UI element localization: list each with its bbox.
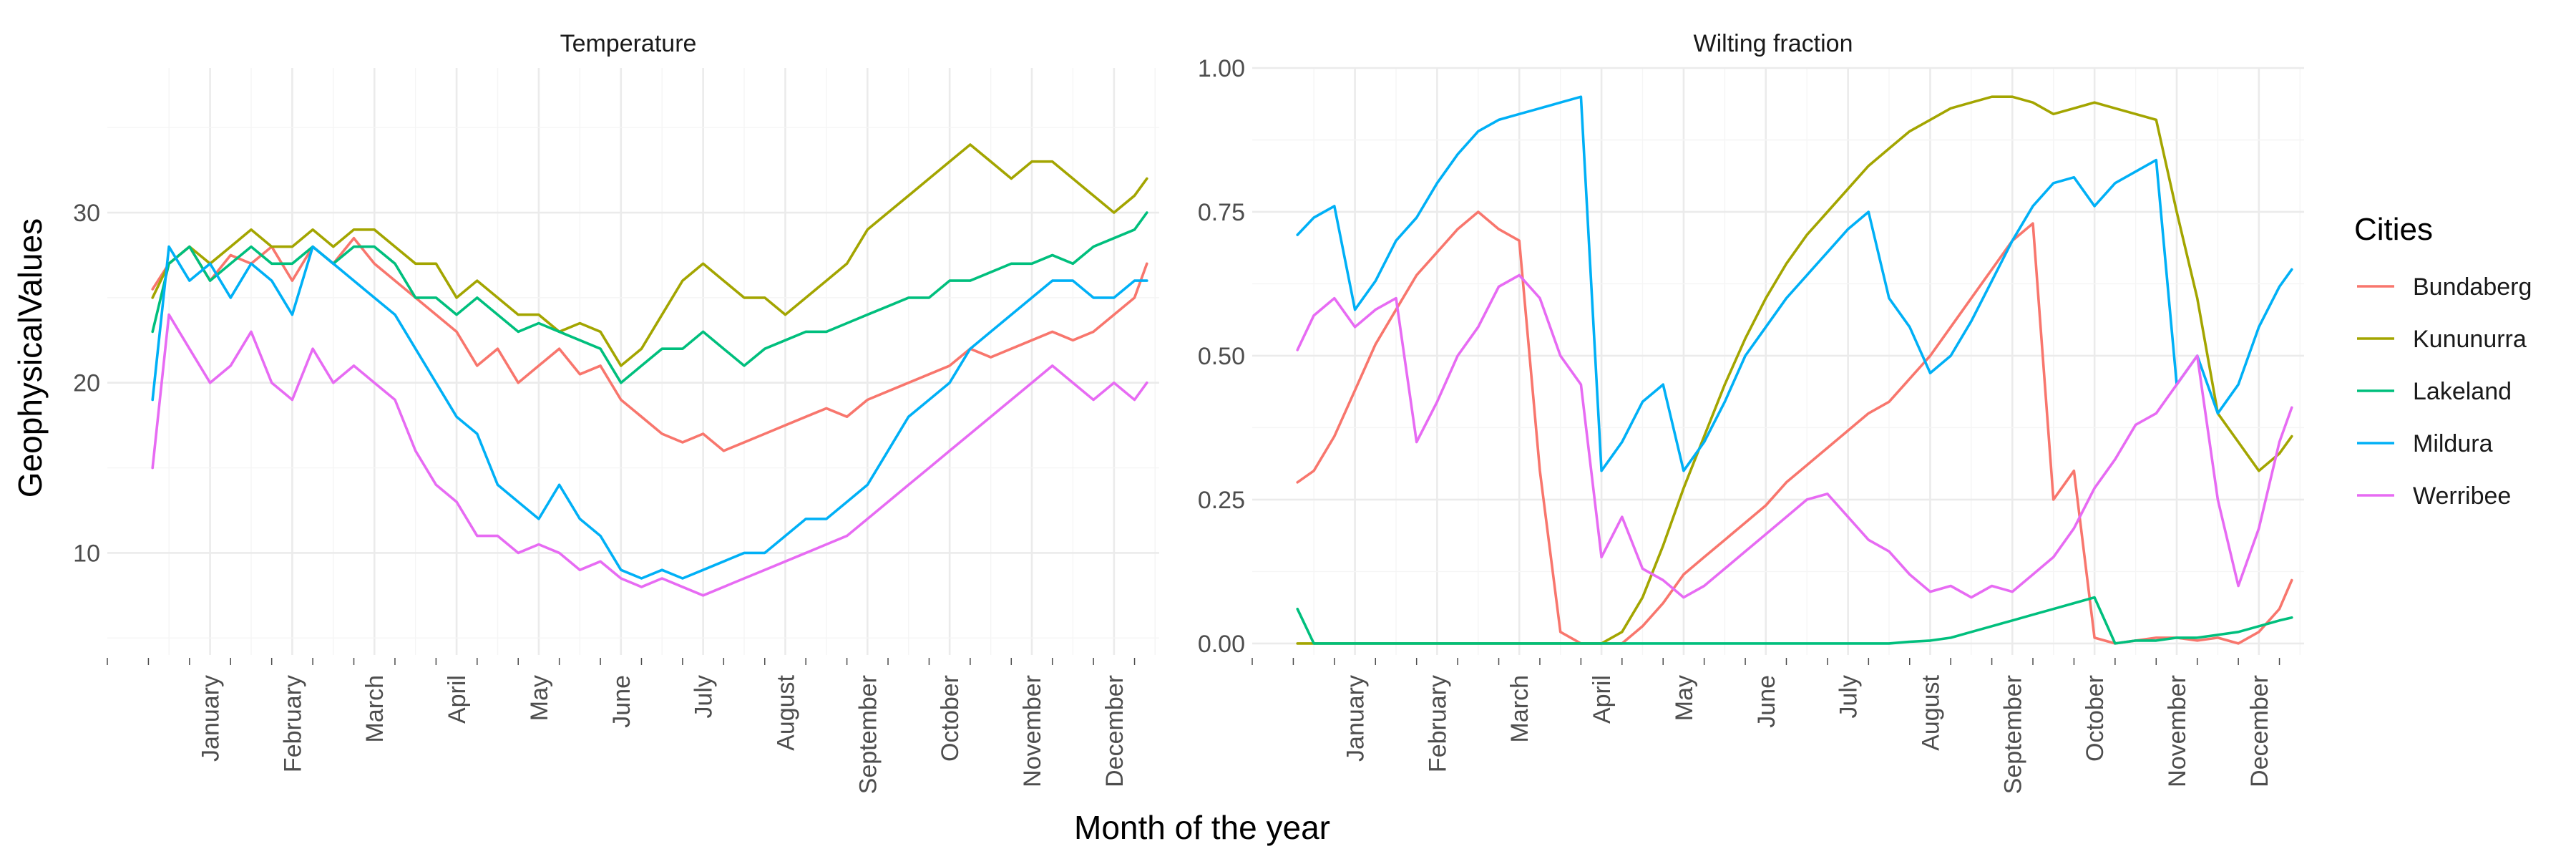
wilting-fraction-x-tick-label-january: January	[1342, 675, 1370, 762]
wilting-fraction-x-tick-label-april: April	[1589, 675, 1616, 724]
wilting-fraction-y-ticks: 0.00 0.25 0.50 0.75 1.00	[1198, 55, 1245, 658]
wilting-fraction-y-tick-label: 1.00	[1198, 55, 1245, 82]
x-axis-title: Month of the year	[1074, 809, 1330, 846]
wilting-fraction-series-werribee	[1296, 273, 2293, 599]
temperature-y-tick-label: 30	[73, 200, 100, 227]
temperature-x-tick-label-january: January	[197, 675, 225, 762]
temperature-x-tick-label-december: December	[1101, 675, 1128, 787]
temperature-gridlines	[107, 68, 1159, 655]
temperature-panel-title: Temperature	[560, 30, 697, 57]
legend-label-bundaberg: Bundaberg	[2413, 273, 2532, 301]
temperature-series-mildura	[151, 245, 1148, 580]
wilting-fraction-y-tick-label: 0.00	[1198, 631, 1245, 658]
wilting-fraction-x-tick-label-november: November	[2164, 675, 2191, 787]
temperature-series	[151, 143, 1148, 597]
temperature-y-tick-label: 20	[73, 370, 100, 397]
legend-items: Bundaberg Kununurra Lakeland Mildura Werribe…	[2357, 273, 2532, 510]
wilting-fraction-y-tick-label: 0.25	[1198, 487, 1245, 514]
wilting-fraction-x-tick-label-october: October	[2082, 675, 2109, 762]
wilting-fraction-series	[1296, 95, 2293, 645]
wilting-fraction-series-mildura	[1296, 95, 2293, 472]
temperature-x-tick-label-march: March	[361, 675, 389, 742]
temperature-x-tick-label-august: August	[772, 674, 799, 750]
wilting-fraction-panel-title: Wilting fraction	[1694, 30, 1853, 57]
legend-item-kununurra: Kununurra	[2357, 326, 2527, 353]
wilting-fraction-x-tick-label-february: February	[1424, 675, 1451, 772]
legend-title: Cities	[2354, 212, 2433, 247]
temperature-x-tick-label-june: June	[608, 675, 635, 728]
wilting-fraction-panel: Wilting fraction 0.00 0.25 0.50 0.75 1.00 Ja…	[1198, 30, 2304, 794]
wilting-fraction-series-lakeland	[1296, 596, 2293, 645]
legend-item-werribee: Werribee	[2357, 482, 2511, 510]
wilting-fraction-x-tick-label-june: June	[1753, 675, 1780, 728]
wilting-fraction-x-tick-label-september: September	[1999, 675, 2026, 794]
legend-item-lakeland: Lakeland	[2357, 378, 2512, 405]
wilting-fraction-x-ticks: January February March April May June July Augu…	[1252, 658, 2280, 794]
temperature-x-tick-label-july: July	[691, 675, 718, 718]
legend-item-mildura: Mildura	[2357, 430, 2493, 457]
legend-label-mildura: Mildura	[2413, 430, 2493, 457]
temperature-x-tick-label-september: September	[854, 675, 882, 794]
wilting-fraction-x-tick-label-december: December	[2246, 675, 2273, 787]
temperature-x-tick-label-may: May	[526, 675, 553, 721]
wilting-fraction-x-tick-label-august: August	[1917, 674, 1944, 750]
wilting-fraction-x-tick-label-march: March	[1506, 675, 1533, 742]
legend: Cities Bundaberg Kununurra Lakeland Mildura…	[2354, 212, 2532, 510]
wilting-fraction-y-tick-label: 0.75	[1198, 199, 1245, 226]
y-axis-title: GeophysicalValues	[11, 218, 49, 498]
legend-label-lakeland: Lakeland	[2413, 378, 2512, 405]
legend-item-bundaberg: Bundaberg	[2357, 273, 2532, 301]
legend-label-werribee: Werribee	[2413, 482, 2511, 510]
temperature-x-tick-label-november: November	[1019, 675, 1046, 787]
wilting-fraction-x-tick-label-may: May	[1671, 675, 1698, 721]
legend-label-kununurra: Kununurra	[2413, 326, 2527, 353]
temperature-y-ticks: 10 20 30	[73, 200, 100, 567]
temperature-panel: Temperature 10 20 30 January February March A…	[73, 30, 1159, 794]
temperature-x-tick-label-february: February	[279, 675, 306, 772]
temperature-y-tick-label: 10	[73, 540, 100, 567]
temperature-x-tick-label-april: April	[444, 675, 471, 724]
wilting-fraction-x-tick-label-july: July	[1835, 675, 1863, 718]
temperature-x-tick-label-october: October	[937, 675, 964, 762]
wilting-fraction-y-tick-label: 0.50	[1198, 343, 1245, 370]
temperature-x-ticks: January February March April May June July Augu…	[107, 658, 1136, 794]
temperature-series-kununurra	[151, 143, 1148, 367]
temperature-series-werribee	[151, 313, 1148, 597]
